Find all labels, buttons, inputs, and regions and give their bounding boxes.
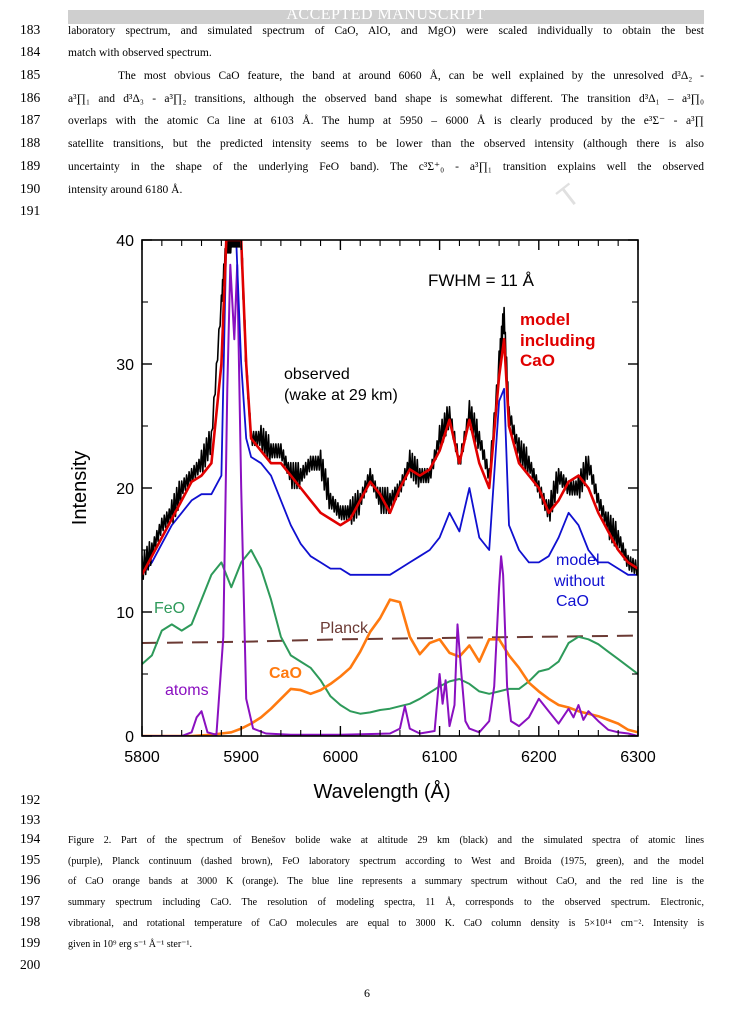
- line-number: 194: [20, 831, 41, 846]
- page-number: 6: [364, 986, 370, 1000]
- fwhm-label: FWHM = 11 Å: [428, 271, 535, 290]
- series-line-atoms: [142, 263, 638, 736]
- observed-label: observed: [284, 366, 350, 383]
- line-number: 193: [20, 812, 41, 827]
- line-number: 196: [20, 872, 41, 887]
- body-line: laboratory spectrum, and simulated spect…: [68, 25, 704, 37]
- line-number: 184: [20, 44, 41, 59]
- x-tick-label: 5800: [124, 749, 160, 766]
- series-line-observed: [142, 240, 638, 581]
- x-tick-label: 6100: [422, 749, 458, 766]
- y-tick-label: 30: [116, 357, 134, 374]
- body-line: a³∏₁ and d³Δ₃ - a³∏₂ transitions, althou…: [68, 93, 704, 105]
- body-line: uncertainty in the shape of the underlyi…: [68, 161, 704, 173]
- line-number: 195: [20, 852, 41, 867]
- caption-line: (purple), Planck continuum (dashed brown…: [68, 856, 704, 867]
- model-cao-label-2: including: [520, 331, 596, 350]
- line-number: 199: [20, 935, 41, 950]
- line-number: 186: [20, 90, 41, 105]
- model-cao-label-1: model: [520, 310, 570, 329]
- body-line: match with observed spectrum.: [68, 47, 212, 59]
- line-number: 189: [20, 158, 41, 173]
- body-line: satellite transitions, but the predicted…: [68, 138, 704, 150]
- series-line-without-cao: [142, 240, 638, 576]
- cao-label: CaO: [269, 665, 302, 682]
- banner-text: ACCEPTED MANUSCRIPT: [286, 6, 486, 23]
- y-tick-label: 40: [116, 233, 134, 250]
- y-axis-label: Intensity: [69, 451, 91, 525]
- series-line-with-cao: [142, 240, 638, 576]
- series-line-planck: [142, 634, 638, 644]
- feo-label: FeO: [154, 600, 185, 617]
- body-line: intensity around 6180 Å.: [68, 184, 183, 196]
- body-line: The most obvious CaO feature, the band a…: [118, 70, 704, 82]
- caption-line: vibrational, and rotational temperature …: [68, 918, 704, 929]
- series-line-cao: [142, 598, 638, 736]
- model-nocao-label-3: CaO: [556, 593, 589, 610]
- y-tick-label: 20: [116, 481, 134, 498]
- x-tick-label: 6200: [521, 749, 557, 766]
- model-nocao-label-1: model: [556, 552, 600, 569]
- caption-line: Figure 2. Part of the spectrum of Benešo…: [68, 835, 704, 846]
- atoms-label: atoms: [165, 682, 209, 699]
- model-cao-label-3: CaO: [520, 351, 555, 370]
- y-tick-label: 0: [125, 729, 134, 746]
- line-number: 197: [20, 893, 41, 908]
- spectrum-chart: 5800 5900 6000 6100 6200 6300 0 10 20 30 40 Wavelen…: [69, 233, 656, 803]
- y-tick-label: 10: [116, 605, 134, 622]
- caption-line: summary spectrum including CaO. The reso…: [68, 897, 704, 908]
- line-number: 192: [20, 792, 41, 807]
- model-nocao-label-2: without: [553, 573, 605, 590]
- x-tick-label: 5900: [223, 749, 259, 766]
- line-number: 187: [20, 112, 41, 127]
- line-number: 188: [20, 135, 41, 150]
- line-number: 198: [20, 914, 41, 929]
- x-axis-label: Wavelength (Å): [313, 780, 450, 803]
- body-line: overlaps with the atomic Ca line at 6103…: [68, 115, 704, 127]
- caption-line: given in 10⁹ erg s⁻¹ Å⁻¹ ster⁻¹.: [68, 939, 192, 950]
- accepted-manuscript-banner: ACCEPTED MANUSCRIPT: [68, 6, 704, 24]
- x-tick-label: 6300: [620, 749, 656, 766]
- caption-line: of CaO orange bands at 3000 K (orange). …: [68, 876, 704, 887]
- line-number: 200: [20, 957, 41, 972]
- planck-label: Planck: [320, 620, 369, 637]
- line-number: 185: [20, 67, 41, 82]
- observed-label-sub: (wake at 29 km): [284, 387, 398, 404]
- line-number: 190: [20, 181, 41, 196]
- line-number: 183: [20, 22, 41, 37]
- x-tick-label: 6000: [323, 749, 359, 766]
- line-number: 191: [20, 203, 41, 218]
